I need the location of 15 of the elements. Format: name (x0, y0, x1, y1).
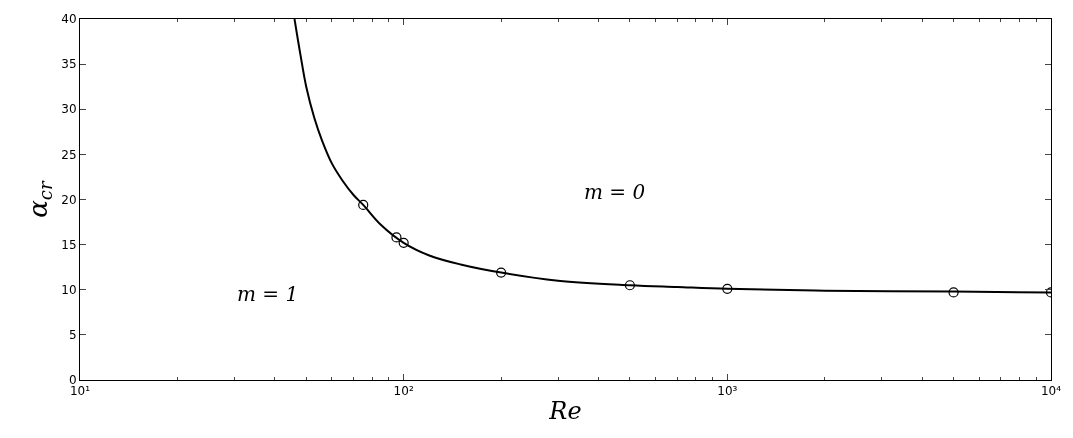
annotation: m = 1 (237, 282, 299, 306)
x-tick-label: 10⁴ (1040, 384, 1062, 399)
y-tick-label: 5 (68, 328, 77, 343)
y-tick-label: 10 (61, 282, 77, 297)
annotation: m = 0 (584, 180, 646, 204)
x-tick-label: 10³ (717, 384, 738, 399)
x-tick-label: 10² (393, 384, 414, 399)
y-tick-label: 40 (61, 12, 77, 27)
y-tick-label: 15 (61, 237, 77, 252)
x-axis-title: Re (548, 396, 582, 425)
x-tick-label: 10¹ (69, 384, 91, 399)
y-tick-label: 30 (61, 102, 77, 117)
y-tick-label: 20 (61, 192, 77, 207)
y-tick-label: 25 (61, 147, 77, 162)
y-tick-label: 35 (61, 57, 77, 72)
